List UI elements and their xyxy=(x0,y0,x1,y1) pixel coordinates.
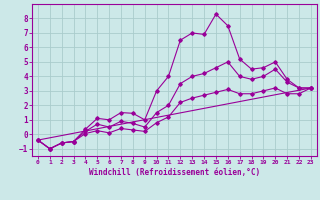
X-axis label: Windchill (Refroidissement éolien,°C): Windchill (Refroidissement éolien,°C) xyxy=(89,168,260,177)
